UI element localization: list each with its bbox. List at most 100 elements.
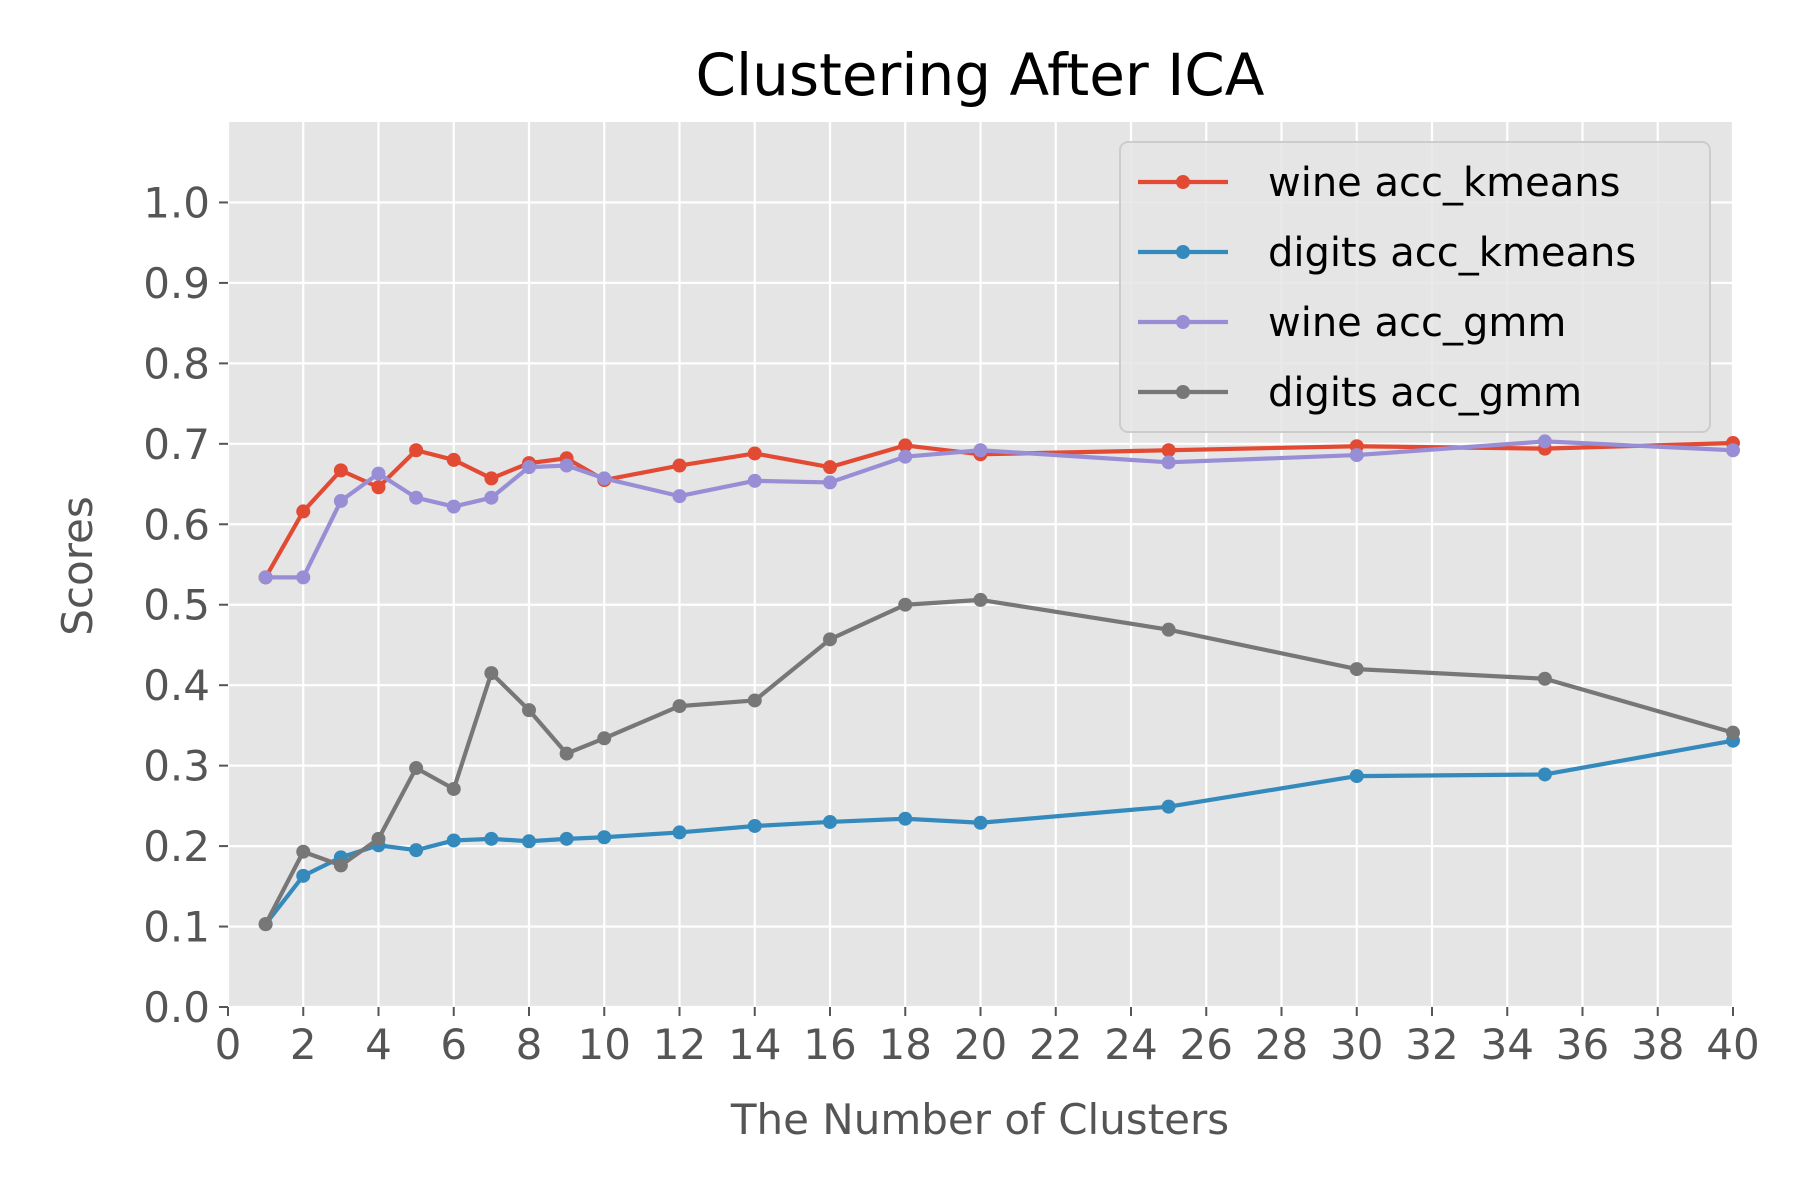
x-tick-label: 34	[1481, 1020, 1534, 1069]
data-point	[409, 761, 424, 776]
x-tick-label: 26	[1180, 1020, 1233, 1069]
data-point	[597, 830, 612, 845]
x-tick-label: 16	[803, 1020, 856, 1069]
data-point	[522, 703, 536, 718]
y-tick-label: 0.2	[143, 822, 210, 871]
y-tick-label: 1.0	[143, 178, 210, 227]
data-point	[672, 458, 687, 473]
x-tick-label: 12	[653, 1020, 706, 1069]
data-point	[1349, 662, 1364, 677]
legend-item: wine acc_kmeans	[1138, 160, 1620, 206]
x-axis-title: The Number of Clusters	[730, 1095, 1229, 1144]
y-tick-label: 0.1	[143, 903, 210, 952]
data-point	[747, 818, 762, 833]
data-point	[258, 570, 273, 585]
data-point	[258, 917, 273, 932]
data-point	[484, 666, 499, 681]
data-point	[446, 452, 461, 467]
legend-label: wine acc_gmm	[1268, 300, 1566, 346]
data-point	[522, 834, 536, 849]
data-point	[446, 833, 461, 848]
data-point	[484, 490, 499, 505]
y-tick-label: 0.0	[143, 983, 210, 1032]
data-point	[1726, 443, 1740, 458]
data-point	[823, 460, 837, 475]
data-point	[1161, 799, 1176, 814]
chart-title: Clustering After ICA	[696, 41, 1265, 109]
series-layer	[258, 434, 1740, 932]
data-point	[371, 831, 386, 846]
data-point	[371, 466, 386, 481]
legend-swatch-marker	[1176, 175, 1190, 189]
data-point	[898, 597, 913, 612]
data-point	[823, 632, 837, 647]
data-point	[333, 493, 348, 508]
x-tick-label: 14	[728, 1020, 781, 1069]
data-point	[1349, 769, 1364, 784]
data-point	[597, 731, 612, 746]
x-tick-label: 10	[578, 1020, 631, 1069]
data-point	[409, 443, 424, 458]
data-point	[973, 815, 988, 830]
y-tick-label: 0.8	[143, 339, 210, 388]
data-point	[1537, 434, 1552, 449]
data-point	[973, 443, 988, 458]
x-tick-label: 30	[1330, 1020, 1383, 1069]
data-point	[747, 693, 762, 708]
data-point	[333, 858, 348, 873]
data-point	[597, 471, 612, 486]
x-tick-label: 6	[440, 1020, 467, 1069]
legend-swatch-marker	[1176, 315, 1190, 329]
data-point	[1537, 671, 1552, 686]
data-point	[747, 446, 762, 461]
data-point	[973, 592, 988, 607]
data-point	[1161, 622, 1176, 637]
y-tick-label: 0.3	[143, 742, 210, 791]
data-point	[484, 831, 499, 846]
data-point	[823, 814, 837, 829]
data-point	[296, 504, 311, 519]
x-tick-label: 32	[1405, 1020, 1458, 1069]
legend-label: digits acc_kmeans	[1268, 230, 1636, 276]
data-point	[1349, 448, 1364, 463]
x-tick-label: 2	[290, 1020, 317, 1069]
x-tick-label: 18	[879, 1020, 932, 1069]
data-point	[1161, 455, 1176, 470]
series-3	[258, 592, 1740, 932]
series-2	[258, 434, 1740, 585]
x-tick-label: 8	[516, 1020, 543, 1069]
data-point	[559, 831, 574, 846]
data-point	[672, 699, 687, 714]
data-point	[296, 570, 311, 585]
x-tick-label: 20	[954, 1020, 1007, 1069]
data-point	[1537, 767, 1552, 782]
data-point	[409, 490, 424, 505]
x-tick-label: 24	[1104, 1020, 1157, 1069]
y-tick-label: 0.7	[143, 420, 210, 469]
data-point	[446, 499, 461, 514]
data-point	[898, 449, 913, 464]
data-point	[1161, 443, 1176, 458]
x-tick-label: 0	[215, 1020, 242, 1069]
data-point	[898, 811, 913, 826]
x-tick-label: 38	[1631, 1020, 1684, 1069]
legend-item: digits acc_gmm	[1138, 370, 1582, 416]
data-point	[559, 458, 574, 473]
data-point	[1726, 725, 1740, 740]
y-axis-title: Scores	[53, 496, 102, 636]
data-point	[898, 438, 913, 453]
data-point	[371, 480, 386, 495]
y-tick-label: 0.6	[143, 500, 210, 549]
data-point	[296, 844, 311, 859]
data-point	[446, 781, 461, 796]
data-point	[409, 843, 424, 858]
data-point	[672, 489, 687, 504]
legend-swatch-marker	[1176, 385, 1190, 399]
data-point	[823, 475, 837, 490]
data-point	[296, 868, 311, 883]
legend-item: digits acc_kmeans	[1138, 230, 1636, 276]
x-tick-label: 40	[1706, 1020, 1759, 1069]
